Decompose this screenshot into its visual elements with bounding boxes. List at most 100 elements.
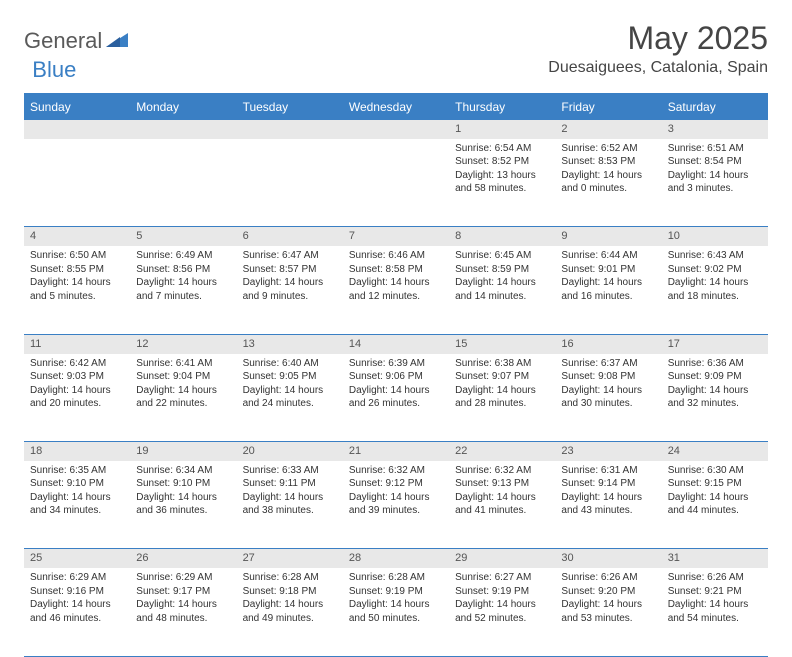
- day-cell: Sunrise: 6:32 AMSunset: 9:12 PMDaylight:…: [343, 461, 449, 549]
- sunset-text: Sunset: 9:03 PM: [30, 370, 124, 384]
- weekday-header: Thursday: [449, 94, 555, 120]
- daylight-text: Daylight: 14 hours and 16 minutes.: [561, 276, 655, 303]
- sunset-text: Sunset: 8:57 PM: [243, 263, 337, 277]
- day-number: [24, 120, 130, 139]
- day-number: 13: [237, 334, 343, 353]
- sunset-text: Sunset: 9:14 PM: [561, 477, 655, 491]
- sunrise-text: Sunrise: 6:52 AM: [561, 142, 655, 156]
- sunset-text: Sunset: 8:58 PM: [349, 263, 443, 277]
- day-number: 19: [130, 442, 236, 461]
- day-cell: Sunrise: 6:42 AMSunset: 9:03 PMDaylight:…: [24, 354, 130, 442]
- daylight-text: Daylight: 14 hours and 18 minutes.: [668, 276, 762, 303]
- month-title: May 2025: [548, 20, 768, 57]
- daylight-text: Daylight: 14 hours and 32 minutes.: [668, 384, 762, 411]
- daylight-text: Daylight: 14 hours and 38 minutes.: [243, 491, 337, 518]
- daynum-row: 11121314151617: [24, 334, 768, 353]
- logo-text-general: General: [24, 28, 102, 54]
- logo-triangle-icon: [106, 31, 128, 52]
- day-cell: Sunrise: 6:46 AMSunset: 8:58 PMDaylight:…: [343, 246, 449, 334]
- daylight-text: Daylight: 13 hours and 58 minutes.: [455, 169, 549, 196]
- daylight-text: Daylight: 14 hours and 44 minutes.: [668, 491, 762, 518]
- weekday-header: Friday: [555, 94, 661, 120]
- day-number: 15: [449, 334, 555, 353]
- daylight-text: Daylight: 14 hours and 30 minutes.: [561, 384, 655, 411]
- sunset-text: Sunset: 9:20 PM: [561, 585, 655, 599]
- sunrise-text: Sunrise: 6:54 AM: [455, 142, 549, 156]
- daylight-text: Daylight: 14 hours and 24 minutes.: [243, 384, 337, 411]
- day-cell: Sunrise: 6:40 AMSunset: 9:05 PMDaylight:…: [237, 354, 343, 442]
- content-row: Sunrise: 6:42 AMSunset: 9:03 PM Daylight:…: [24, 354, 768, 442]
- sunset-text: Sunset: 9:18 PM: [243, 585, 337, 599]
- day-cell: Sunrise: 6:43 AMSunset: 9:02 PMDaylight:…: [662, 246, 768, 334]
- day-number: 3: [662, 120, 768, 139]
- day-cell: Sunrise: 6:47 AMSunset: 8:57 PMDaylight:…: [237, 246, 343, 334]
- sunrise-text: Sunrise: 6:29 AM: [136, 571, 230, 585]
- daynum-row: 25262728293031: [24, 549, 768, 568]
- day-number: 16: [555, 334, 661, 353]
- content-row: Sunrise: 6:50 AMSunset: 8:55 PMDaylight:…: [24, 246, 768, 334]
- daylight-text: Daylight: 14 hours and 36 minutes.: [136, 491, 230, 518]
- day-number: 31: [662, 549, 768, 568]
- day-number: [237, 120, 343, 139]
- day-cell: [24, 139, 130, 227]
- weekday-header: Saturday: [662, 94, 768, 120]
- sunset-text: Sunset: 8:55 PM: [30, 263, 124, 277]
- weekday-header: Monday: [130, 94, 236, 120]
- daylight-text: Daylight: 14 hours and 5 minutes.: [30, 276, 124, 303]
- daylight-text: Daylight: 14 hours and 41 minutes.: [455, 491, 549, 518]
- sunset-text: Sunset: 9:04 PM: [136, 370, 230, 384]
- day-number: 10: [662, 227, 768, 246]
- day-cell: Sunrise: 6:34 AMSunset: 9:10 PMDaylight:…: [130, 461, 236, 549]
- content-row: Sunrise: 6:35 AMSunset: 9:10 PMDaylight:…: [24, 461, 768, 549]
- daylight-text: Daylight: 14 hours and 12 minutes.: [349, 276, 443, 303]
- day-cell: Sunrise: 6:29 AMSunset: 9:17 PMDaylight:…: [130, 568, 236, 656]
- sunrise-text: Sunrise: 6:42 AM: [30, 357, 124, 371]
- sunset-text: Sunset: 9:12 PM: [349, 477, 443, 491]
- day-number: 29: [449, 549, 555, 568]
- sunrise-text: Sunrise: 6:28 AM: [243, 571, 337, 585]
- sunset-text: Sunset: 9:02 PM: [668, 263, 762, 277]
- content-row: Sunrise: 6:54 AMSunset: 8:52 PMDaylight:…: [24, 139, 768, 227]
- sunset-text: Sunset: 9:09 PM: [668, 370, 762, 384]
- day-number: 5: [130, 227, 236, 246]
- day-cell: Sunrise: 6:29 AMSunset: 9:16 PMDaylight:…: [24, 568, 130, 656]
- daylight-text: Daylight: 14 hours and 0 minutes.: [561, 169, 655, 196]
- sunrise-text: Sunrise: 6:33 AM: [243, 464, 337, 478]
- sunset-text: Sunset: 9:05 PM: [243, 370, 337, 384]
- day-cell: Sunrise: 6:28 AMSunset: 9:19 PMDaylight:…: [343, 568, 449, 656]
- sunrise-text: Sunrise: 6:41 AM: [136, 357, 230, 371]
- daylight-text: Daylight: 14 hours and 3 minutes.: [668, 169, 762, 196]
- day-cell: Sunrise: 6:44 AMSunset: 9:01 PMDaylight:…: [555, 246, 661, 334]
- day-cell: Sunrise: 6:39 AMSunset: 9:06 PMDaylight:…: [343, 354, 449, 442]
- day-cell: Sunrise: 6:51 AMSunset: 8:54 PMDaylight:…: [662, 139, 768, 227]
- day-number: 24: [662, 442, 768, 461]
- day-cell: Sunrise: 6:52 AMSunset: 8:53 PMDaylight:…: [555, 139, 661, 227]
- day-number: 11: [24, 334, 130, 353]
- logo: General: [24, 20, 130, 54]
- sunset-text: Sunset: 9:01 PM: [561, 263, 655, 277]
- day-cell: Sunrise: 6:30 AMSunset: 9:15 PMDaylight:…: [662, 461, 768, 549]
- day-number: 7: [343, 227, 449, 246]
- day-number: 22: [449, 442, 555, 461]
- day-number: [130, 120, 236, 139]
- day-cell: Sunrise: 6:45 AMSunset: 8:59 PMDaylight:…: [449, 246, 555, 334]
- location-text: Duesaiguees, Catalonia, Spain: [548, 59, 768, 77]
- day-cell: Sunrise: 6:33 AMSunset: 9:11 PMDaylight:…: [237, 461, 343, 549]
- sunset-text: Sunset: 9:17 PM: [136, 585, 230, 599]
- daylight-text: Daylight: 14 hours and 22 minutes.: [136, 384, 230, 411]
- sunset-text: Sunset: 8:54 PM: [668, 155, 762, 169]
- day-number: 12: [130, 334, 236, 353]
- daylight-text: Daylight: 14 hours and 7 minutes.: [136, 276, 230, 303]
- day-cell: [130, 139, 236, 227]
- day-cell: [237, 139, 343, 227]
- day-cell: Sunrise: 6:28 AMSunset: 9:18 PMDaylight:…: [237, 568, 343, 656]
- sunset-text: Sunset: 9:21 PM: [668, 585, 762, 599]
- day-cell: Sunrise: 6:26 AMSunset: 9:20 PMDaylight:…: [555, 568, 661, 656]
- daynum-row: 45678910: [24, 227, 768, 246]
- day-number: 28: [343, 549, 449, 568]
- day-number: 17: [662, 334, 768, 353]
- weekday-header: Tuesday: [237, 94, 343, 120]
- day-number: 9: [555, 227, 661, 246]
- day-cell: Sunrise: 6:35 AMSunset: 9:10 PMDaylight:…: [24, 461, 130, 549]
- sunset-text: Sunset: 9:10 PM: [136, 477, 230, 491]
